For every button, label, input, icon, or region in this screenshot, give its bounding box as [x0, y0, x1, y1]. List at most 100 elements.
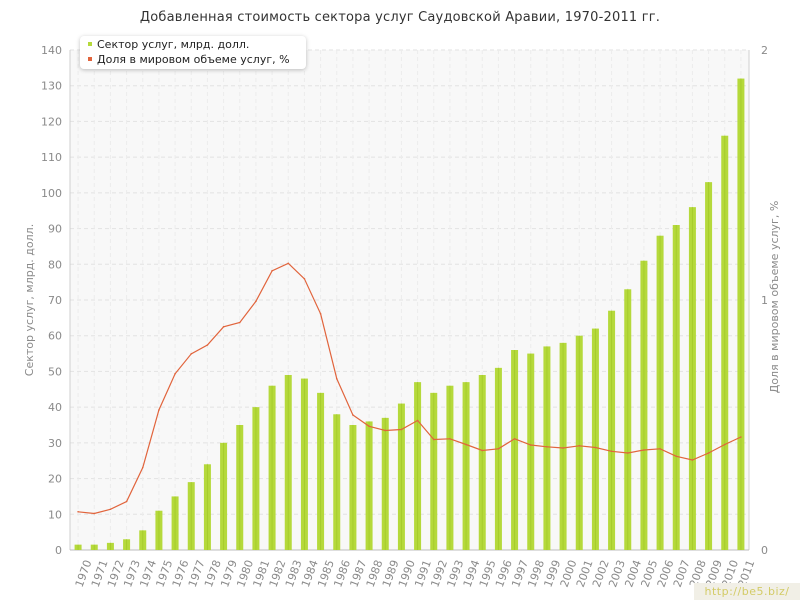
bar-highlight-1981: [255, 407, 257, 550]
share-point-1973: [125, 500, 128, 503]
bar-highlight-2004: [627, 289, 629, 550]
share-point-2011: [740, 436, 742, 438]
y-left-tick-label: 70: [48, 294, 62, 307]
bar-highlight-1999: [546, 346, 548, 550]
y-left-axis-title: Сектор услуг, млрд. долл.: [23, 224, 36, 376]
share-point-1996: [497, 447, 500, 450]
bar-highlight-1988: [368, 421, 370, 550]
bar-highlight-1980: [239, 425, 241, 550]
y-right-tick-label: 0: [761, 544, 768, 557]
bar-highlight-1978: [206, 464, 208, 550]
share-point-2004: [626, 452, 629, 454]
share-point-1981: [255, 300, 257, 303]
bar-highlight-1977: [190, 482, 192, 550]
bar-highlight-1971: [93, 544, 95, 550]
y-left-tick-label: 120: [41, 115, 62, 128]
bar-highlight-2002: [594, 328, 596, 550]
bar-highlight-1979: [223, 442, 225, 550]
share-point-1982: [271, 269, 273, 272]
y-left-tick-label: 50: [48, 365, 62, 378]
bar-highlight-2006: [659, 235, 661, 550]
y-left-tick-label: 0: [55, 544, 62, 557]
legend-label-services: Сектор услуг, млрд. долл.: [97, 38, 250, 51]
share-point-2001: [578, 444, 581, 447]
share-point-1986: [335, 377, 338, 380]
share-point-1993: [449, 437, 451, 440]
y-left-tick-label: 140: [41, 44, 62, 57]
share-point-2005: [643, 449, 645, 451]
bar-highlight-1993: [449, 385, 451, 550]
share-point-2009: [707, 452, 710, 454]
legend-swatch-bar: [88, 42, 92, 46]
share-point-2006: [659, 447, 661, 450]
bar-highlight-1998: [530, 353, 532, 550]
bar-highlight-2003: [611, 310, 613, 550]
bar-highlight-1985: [320, 392, 322, 550]
share-point-1984: [303, 277, 306, 280]
share-point-1983: [287, 262, 290, 265]
bar-highlight-1976: [174, 496, 176, 550]
share-point-1994: [465, 443, 467, 446]
share-point-1978: [206, 344, 209, 346]
share-point-1985: [319, 312, 322, 315]
y-right-tick-label: 2: [761, 44, 768, 57]
bar-highlight-1973: [126, 539, 128, 550]
bar-highlight-2007: [675, 225, 677, 550]
bar-highlight-1991: [417, 382, 419, 550]
y-left-tick-label: 100: [41, 187, 62, 200]
bar-highlight-2008: [691, 207, 693, 550]
share-point-2010: [723, 443, 726, 446]
bar-highlight-2009: [708, 182, 710, 550]
bar-highlight-2011: [740, 78, 742, 551]
share-point-1998: [529, 444, 532, 446]
share-point-1989: [384, 429, 387, 432]
bar-highlight-2010: [724, 135, 726, 550]
bar-highlight-1974: [142, 530, 144, 550]
bar-highlight-1986: [336, 414, 338, 550]
share-line: [78, 262, 742, 515]
bar-highlight-1975: [158, 510, 160, 550]
share-point-1992: [432, 438, 435, 441]
chart-title: Добавленная стоимость сектора услуг Сауд…: [139, 10, 661, 25]
legend-item-share: Доля в мировом объеме услуг, %: [88, 53, 290, 67]
share-point-1988: [368, 425, 370, 428]
share-point-1990: [400, 428, 403, 431]
y-left-tick-label: 20: [48, 473, 62, 486]
bar-highlight-1987: [352, 425, 354, 550]
share-point-1980: [238, 321, 241, 324]
bar-highlight-1994: [465, 382, 467, 550]
bar-highlight-1990: [400, 403, 402, 550]
bar-highlight-1972: [109, 542, 111, 550]
y-left-tick-label: 60: [48, 330, 62, 343]
share-point-1995: [481, 449, 484, 452]
bar-highlight-2001: [578, 335, 580, 550]
share-point-1987: [352, 414, 354, 416]
share-point-1977: [190, 352, 193, 355]
y-left-tick-label: 10: [48, 508, 62, 521]
y-left-tick-label: 90: [48, 223, 62, 236]
share-point-2007: [675, 455, 678, 458]
y-left-tick-label: 80: [48, 258, 62, 271]
share-point-2002: [594, 446, 597, 449]
share-point-2000: [562, 447, 564, 449]
share-point-1972: [109, 508, 112, 511]
bar-highlight-1984: [303, 378, 305, 550]
y-right-axis-title: Доля в мировом объеме услуг, %: [768, 201, 781, 394]
chart-legend: Сектор услуг, млрд. долл. Доля в мировом…: [80, 36, 306, 69]
share-point-1999: [546, 445, 548, 448]
share-point-1975: [158, 409, 160, 411]
y-left-tick-label: 130: [41, 80, 62, 93]
legend-swatch-line: [88, 57, 92, 61]
y-left-tick-label: 40: [48, 401, 62, 414]
bar-highlight-1983: [287, 375, 289, 550]
legend-label-share: Доля в мировом объеме услуг, %: [97, 53, 290, 66]
bar-highlight-1992: [433, 392, 435, 550]
share-point-1971: [93, 512, 96, 515]
bar-highlight-1982: [271, 385, 273, 550]
y-left-tick-label: 110: [41, 151, 62, 164]
watermark: http://be5.biz/: [694, 583, 800, 600]
share-point-1997: [513, 437, 516, 440]
y-right-tick-label: 1: [761, 294, 768, 307]
